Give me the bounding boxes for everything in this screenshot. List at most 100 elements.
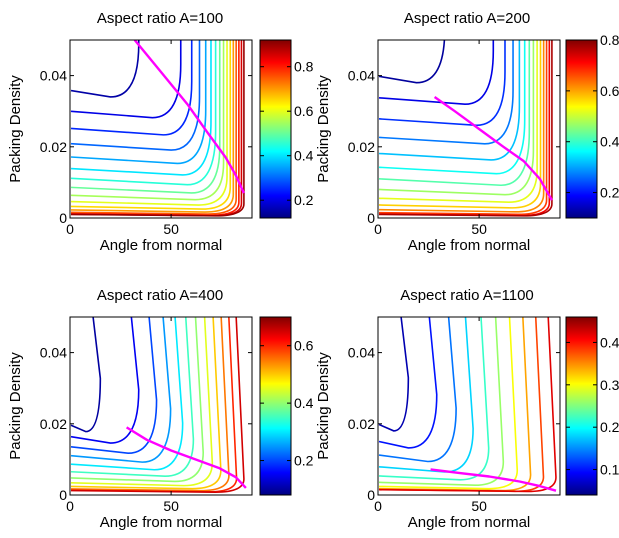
y-axis-label: Packing Density: [315, 352, 332, 460]
colorbar-tick-label: 0.6: [294, 103, 314, 119]
subplot-1: Aspect ratio A=100 0 50 0 0.02 0.04 Angle from…: [7, 10, 314, 254]
y-tick-label: 0.04: [40, 68, 67, 84]
y-tick-label: 0.02: [40, 139, 67, 155]
contour-line: [70, 40, 201, 151]
x-tick-label: 50: [163, 498, 179, 514]
x-axis-label: Angle from normal: [100, 514, 223, 531]
contour-line: [378, 40, 538, 204]
contour-line: [378, 40, 521, 161]
axes-box: [69, 39, 253, 219]
colorbar-tick-label: 0.1: [600, 462, 619, 478]
contour-line: [70, 317, 195, 478]
contour-line: [70, 40, 228, 206]
y-axis-label: Packing Density: [7, 75, 24, 183]
colorbar-tick-label: 0.8: [600, 32, 619, 48]
contour-line: [378, 40, 535, 196]
y-tick-label: 0: [59, 210, 67, 226]
x-tick-label: 0: [374, 498, 382, 514]
chart-title: Aspect ratio A=1100: [400, 287, 534, 304]
contour-line: [71, 40, 237, 215]
contour-line: [378, 317, 490, 481]
colorbar-tick-label: 0.2: [294, 453, 314, 469]
colorbar-tick-label: 0.6: [600, 83, 619, 99]
axes-box: [377, 316, 561, 496]
x-tick-label: 0: [374, 221, 382, 237]
contour-line: [70, 317, 158, 455]
colorbar: [259, 39, 292, 219]
contour-line: [70, 40, 212, 176]
colorbar-tick-label: 0.4: [294, 148, 314, 164]
chart-title: Aspect ratio A=400: [97, 287, 223, 304]
x-tick-label: 0: [66, 498, 74, 514]
y-axis-label: Packing Density: [315, 75, 332, 183]
colorbar-tick-label: 0.6: [294, 338, 314, 354]
x-axis-label: Angle from normal: [100, 237, 223, 254]
x-axis-label: Angle from normal: [408, 514, 531, 531]
y-tick-label: 0.02: [348, 139, 375, 155]
contour-line: [378, 40, 526, 175]
colorbar-tick-label: 0.4: [600, 134, 619, 150]
contour-line: [378, 317, 474, 473]
colorbar-tick-label: 0.2: [600, 185, 619, 201]
contour-line: [70, 40, 225, 201]
optimum-curve: [430, 468, 557, 492]
plot-area: [378, 40, 553, 217]
contour-line: [70, 317, 214, 487]
colorbar: [259, 316, 292, 496]
contour-line: [378, 40, 545, 213]
contour-line: [378, 317, 519, 490]
y-tick-label: 0.04: [40, 345, 67, 361]
contour-line: [70, 317, 172, 463]
y-tick-label: 0.02: [40, 416, 67, 432]
colorbar: [565, 39, 598, 219]
x-tick-label: 50: [471, 221, 487, 237]
contour-line: [70, 317, 102, 433]
chart-title: Aspect ratio A=100: [97, 10, 223, 27]
axes-box: [377, 39, 561, 219]
y-tick-label: 0: [367, 210, 375, 226]
subplot-2: Aspect ratio A=200 0 50 0 0.02 0.04 Angle from…: [315, 10, 619, 254]
contour-line: [378, 317, 410, 432]
contour-line: [70, 40, 207, 165]
contour-line: [378, 317, 457, 463]
subplot-3: Aspect ratio A=400 0 50 0 0.02 0.04 Angle from…: [7, 287, 314, 531]
contour-line: [70, 317, 230, 492]
contour-line: [71, 40, 245, 217]
colorbar-tick-label: 0.2: [600, 419, 619, 435]
optimum-curve: [433, 96, 553, 201]
colorbar: [565, 316, 598, 496]
optimum-curve: [133, 40, 245, 194]
contour-line: [378, 40, 542, 209]
optimum-curve: [125, 426, 247, 489]
contour-line: [378, 317, 505, 486]
x-tick-label: 50: [471, 498, 487, 514]
contour-line: [71, 317, 245, 493]
contour-line: [70, 317, 140, 444]
x-axis-label: Angle from normal: [408, 237, 531, 254]
contour-line: [70, 40, 182, 119]
contour-line: [378, 40, 531, 187]
contour-line: [379, 40, 548, 216]
contour-line: [378, 317, 438, 449]
plot-area: [70, 317, 247, 493]
subplot-4: Aspect ratio A=1100 0 50 0 0.02 0.04 Angle fro…: [315, 287, 619, 531]
contour-line: [70, 40, 140, 98]
contour-line: [379, 40, 553, 217]
y-tick-label: 0: [59, 487, 67, 503]
contour-line: [70, 317, 205, 483]
plot-area: [378, 317, 557, 493]
contour-line: [378, 40, 514, 145]
colorbar-tick-label: 0.8: [294, 59, 314, 75]
x-tick-label: 0: [66, 221, 74, 237]
y-tick-label: 0.02: [348, 416, 375, 432]
y-tick-label: 0.04: [348, 68, 375, 84]
x-tick-label: 50: [163, 221, 179, 237]
colorbar-tick-label: 0.4: [294, 395, 314, 411]
y-tick-label: 0: [367, 487, 375, 503]
plot-area: [70, 40, 245, 217]
contour-line: [70, 40, 235, 213]
contour-line: [378, 40, 495, 106]
contour-line: [70, 40, 217, 186]
y-tick-label: 0.04: [348, 345, 375, 361]
